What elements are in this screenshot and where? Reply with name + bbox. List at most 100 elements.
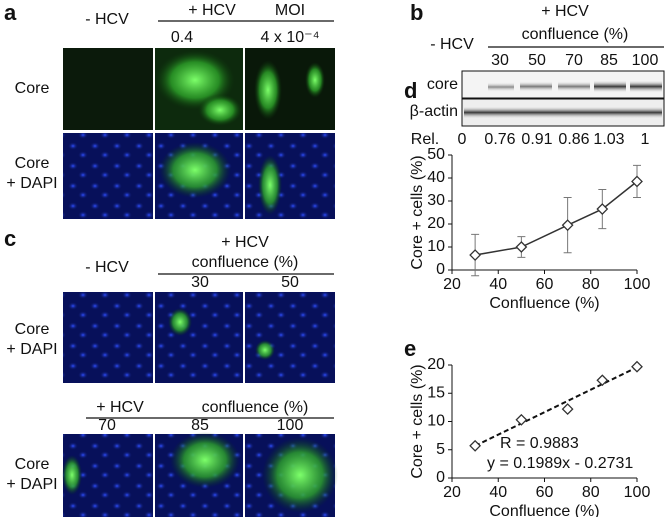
lane-label: 100 xyxy=(277,417,304,434)
column-label: + HCV xyxy=(221,234,269,251)
band xyxy=(520,81,552,92)
marker xyxy=(631,360,643,373)
band xyxy=(630,80,662,93)
y-tick-label: 40 xyxy=(427,169,445,186)
column-label: - HCV xyxy=(85,259,129,276)
nuclei xyxy=(155,292,243,383)
x-tick-label: 80 xyxy=(582,276,600,293)
row-label: β-actin xyxy=(410,103,458,120)
y-tick-label: 20 xyxy=(427,215,445,232)
x-tick-label: 60 xyxy=(536,276,554,293)
marker xyxy=(469,249,482,261)
rel-value: 1 xyxy=(641,131,650,148)
row-label: + DAPI xyxy=(6,341,57,358)
panel-label: e xyxy=(404,336,416,361)
marker xyxy=(561,219,574,232)
row-label: core xyxy=(427,76,458,93)
row-label: Core xyxy=(15,155,50,172)
row-label: Core xyxy=(15,456,50,473)
x-tick-label: 20 xyxy=(443,484,461,501)
x-tick-label: 100 xyxy=(624,484,651,501)
lane-label: 85 xyxy=(600,52,618,69)
x-tick-label: 80 xyxy=(582,484,600,501)
y-axis-label: Core + cells (%) xyxy=(409,155,426,269)
band xyxy=(594,80,626,93)
lane-label: 100 xyxy=(632,52,659,69)
column-label: - HCV xyxy=(430,36,474,53)
column-label: - HCV xyxy=(85,11,129,28)
panel-label: a xyxy=(4,0,17,25)
lane-label: 30 xyxy=(191,274,209,291)
rel-value: 1.03 xyxy=(593,131,624,148)
marker xyxy=(561,403,574,415)
y-tick-label: 0 xyxy=(436,469,445,486)
row-label: Core xyxy=(15,321,50,338)
signal xyxy=(254,60,282,120)
column-label: confluence (%) xyxy=(192,254,299,271)
band xyxy=(464,106,662,119)
nuclei xyxy=(63,292,153,383)
panel-label: b xyxy=(410,0,423,25)
nuclei xyxy=(63,133,153,219)
x-tick-label: 40 xyxy=(489,276,507,293)
panel-c: c - HCV + HCV confluence (%) 30 50 Core … xyxy=(4,226,338,517)
signal xyxy=(62,455,82,495)
x-tick-label: 40 xyxy=(489,484,507,501)
column-label: + HCV xyxy=(541,3,589,20)
annotation: R = 0.9883 xyxy=(500,435,579,452)
y-tick-label: 50 xyxy=(427,146,445,163)
panel-label: d xyxy=(404,78,417,103)
y-tick-label: 20 xyxy=(427,356,445,373)
signal xyxy=(262,437,338,513)
y-axis-label: Core + cells (%) xyxy=(409,364,426,478)
panel-b: b + HCV - HCV confluence (%) 30 50 70 85… xyxy=(410,0,665,148)
nuclei xyxy=(245,292,335,383)
row-label: + DAPI xyxy=(6,175,57,192)
dose-label: 0.4 xyxy=(171,29,193,46)
lane-label: 70 xyxy=(98,417,116,434)
y-tick-label: 15 xyxy=(427,384,445,401)
y-tick-label: 5 xyxy=(436,441,445,458)
rel-value: 0 xyxy=(458,131,467,148)
lane-label: 50 xyxy=(281,274,299,291)
x-axis-label: Confluence (%) xyxy=(489,503,599,517)
rel-value: 0.76 xyxy=(484,131,515,148)
lane-label: 70 xyxy=(565,52,583,69)
band xyxy=(488,82,514,92)
column-label: confluence (%) xyxy=(202,399,309,416)
band xyxy=(558,81,590,92)
nuclei xyxy=(245,133,335,219)
signal xyxy=(305,62,325,98)
signal xyxy=(159,142,231,198)
rel-value: 0.91 xyxy=(521,131,552,148)
y-tick-label: 0 xyxy=(436,261,445,278)
row-label: Rel. xyxy=(411,131,439,148)
row-label: + DAPI xyxy=(6,476,57,493)
signal xyxy=(198,94,242,126)
x-tick-label: 20 xyxy=(443,276,461,293)
marker xyxy=(469,439,482,452)
x-tick-label: 60 xyxy=(536,484,554,501)
dose-label: 4 x 10⁻⁴ xyxy=(261,29,320,46)
signal xyxy=(255,340,275,360)
signal xyxy=(170,432,240,488)
column-label: + HCV xyxy=(96,399,144,416)
lane-label: 50 xyxy=(528,52,546,69)
x-tick-label: 100 xyxy=(624,276,651,293)
y-tick-label: 10 xyxy=(427,238,445,255)
marker xyxy=(631,175,643,188)
panel-label: c xyxy=(4,226,16,251)
annotation: y = 0.1989x - 0.2731 xyxy=(487,455,633,472)
trendline xyxy=(474,366,638,447)
panel-a: a - HCV + HCV MOI 0.4 4 x 10⁻⁴ Core Core… xyxy=(4,0,335,219)
lane-label: 85 xyxy=(191,417,209,434)
micrograph xyxy=(63,48,153,130)
y-tick-label: 30 xyxy=(427,192,445,209)
column-label: MOI xyxy=(275,2,305,19)
rel-value: 0.86 xyxy=(558,131,589,148)
x-axis-label: Confluence (%) xyxy=(489,295,599,312)
y-tick-label: 10 xyxy=(427,413,445,430)
marker xyxy=(515,413,528,426)
signal xyxy=(168,308,192,336)
